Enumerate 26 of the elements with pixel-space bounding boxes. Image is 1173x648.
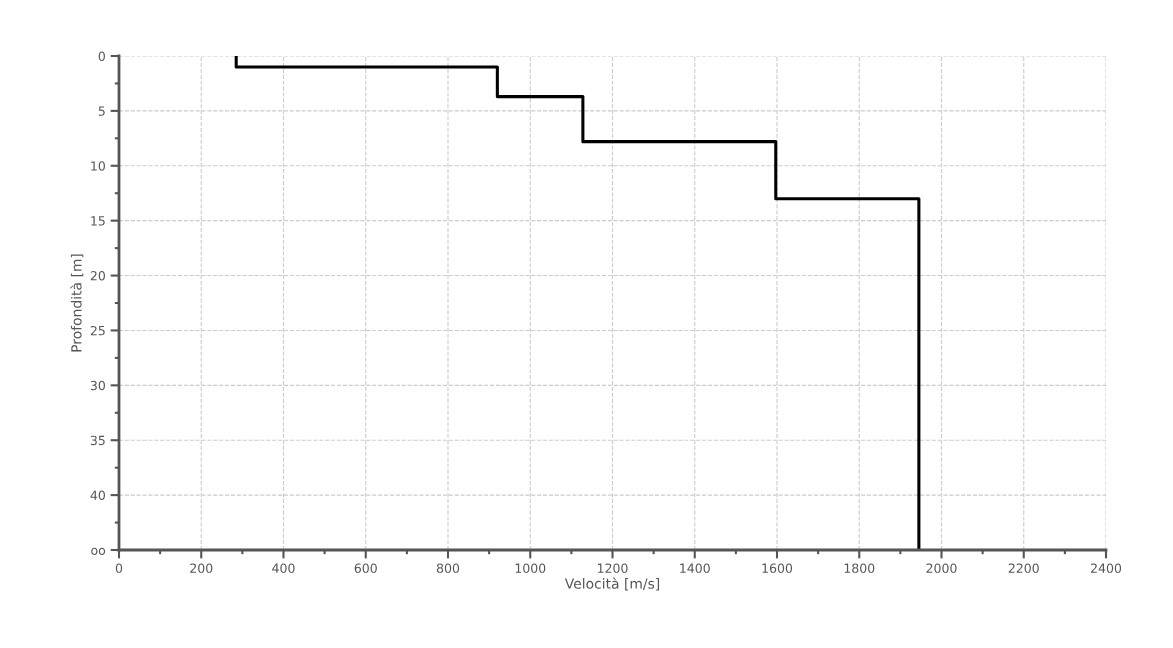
y-tick-label: 0: [98, 51, 105, 61]
y-tick-label: 35: [90, 435, 105, 446]
y-axis-title: Profondità [m]: [70, 254, 84, 352]
x-tick-label: 1000: [515, 563, 546, 573]
y-tick-label: 20: [90, 271, 105, 281]
x-tick-label: 2200: [1008, 563, 1039, 573]
y-tick-label: 25: [90, 325, 105, 336]
x-tick-label: 1600: [762, 563, 793, 573]
x-tick-label: 600: [354, 563, 377, 573]
x-tick-label: 2000: [926, 563, 957, 573]
y-tick-label: 30: [90, 380, 105, 391]
y-tick-label: oo: [91, 547, 106, 555]
y-tick-label: 10: [91, 161, 105, 171]
x-tick-label: 0: [115, 563, 123, 573]
x-tick-label: 2400: [1091, 563, 1122, 573]
y-tick-label: 5: [98, 106, 105, 116]
x-tick-label: 1800: [844, 563, 875, 573]
x-tick-label: 200: [190, 563, 213, 573]
x-tick-label: 400: [272, 563, 295, 573]
y-tick-label: 15: [91, 216, 105, 226]
x-axis-title: Velocità [m/s]: [564, 577, 660, 591]
x-tick-label: 800: [436, 563, 460, 573]
x-tick-label: 1200: [597, 563, 628, 573]
y-tick-label: 40: [90, 490, 105, 501]
line-series: [234, 56, 921, 550]
x-tick-label: 1400: [680, 563, 710, 573]
